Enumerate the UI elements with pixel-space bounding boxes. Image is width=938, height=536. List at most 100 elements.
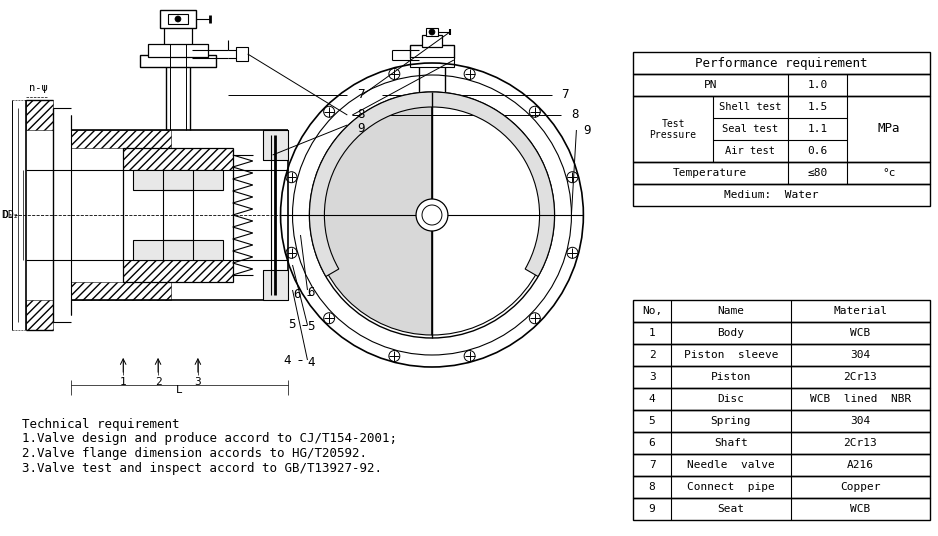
Bar (633, 74, 930, 96)
Bar (633, 52, 930, 74)
Bar (263, 270, 288, 300)
Bar (410, 45, 454, 58)
Text: Technical requirement: Technical requirement (22, 418, 179, 431)
Text: Seat: Seat (718, 504, 745, 514)
Bar (263, 270, 288, 300)
Bar (263, 130, 288, 160)
Text: Shaft: Shaft (714, 438, 748, 448)
Text: 6: 6 (293, 288, 300, 301)
Text: PN: PN (704, 80, 718, 90)
Wedge shape (432, 95, 552, 335)
Text: 6: 6 (649, 438, 656, 448)
Text: 8: 8 (357, 108, 365, 122)
Text: 2: 2 (649, 350, 656, 360)
Text: 7: 7 (562, 88, 569, 101)
Text: WCB: WCB (850, 504, 870, 514)
Bar (633, 476, 930, 498)
Text: 1: 1 (649, 328, 656, 338)
Text: 9: 9 (357, 122, 365, 135)
Bar (140, 55, 216, 67)
Text: No,: No, (642, 306, 662, 316)
Bar (71, 130, 171, 148)
Bar (25, 300, 53, 330)
Text: 5: 5 (288, 318, 295, 331)
Text: D: D (1, 210, 8, 220)
Text: Piston  sleeve: Piston sleeve (684, 350, 778, 360)
Bar (133, 240, 223, 260)
Text: Spring: Spring (711, 416, 751, 426)
Circle shape (175, 16, 181, 22)
Text: MPa: MPa (877, 123, 900, 136)
Circle shape (429, 29, 435, 35)
Text: °c: °c (882, 168, 896, 178)
Text: 2: 2 (155, 377, 161, 387)
Text: 7: 7 (357, 88, 365, 101)
Text: 1.Valve design and produce accord to CJ/T154-2001;: 1.Valve design and produce accord to CJ/… (22, 432, 397, 445)
Bar (123, 148, 233, 170)
Text: Needle  valve: Needle valve (687, 460, 775, 470)
Text: Copper: Copper (840, 482, 881, 492)
Bar (633, 498, 930, 520)
Text: 9: 9 (583, 123, 591, 137)
Text: WCB: WCB (850, 328, 870, 338)
Text: D₂: D₂ (8, 210, 20, 220)
Bar (148, 44, 208, 57)
Bar (633, 366, 930, 388)
Text: 4: 4 (308, 355, 315, 369)
Bar (633, 184, 930, 206)
Text: WCB  lined  NBR: WCB lined NBR (809, 394, 911, 404)
Text: 8: 8 (571, 108, 579, 122)
Text: Disc: Disc (718, 394, 745, 404)
Bar (168, 14, 188, 24)
Circle shape (416, 199, 448, 231)
Bar (160, 10, 196, 28)
Bar (133, 170, 223, 190)
Text: 304: 304 (850, 416, 870, 426)
Text: 4: 4 (283, 354, 291, 367)
Bar (633, 322, 930, 344)
Text: ≤80: ≤80 (808, 168, 827, 178)
Text: Temperature: Temperature (673, 168, 748, 178)
Bar (633, 300, 930, 322)
Text: Material: Material (833, 306, 887, 316)
Bar (426, 28, 438, 36)
Text: n-ψ: n-ψ (29, 83, 48, 93)
Bar (123, 260, 233, 282)
Text: 8: 8 (649, 482, 656, 492)
Bar (235, 47, 248, 61)
Text: Connect  pipe: Connect pipe (687, 482, 775, 492)
Text: 2Cr13: 2Cr13 (843, 438, 877, 448)
Bar (71, 282, 171, 300)
Bar (633, 162, 930, 184)
Bar (633, 410, 930, 432)
Text: 1.5: 1.5 (808, 102, 827, 112)
Text: D₁: D₁ (3, 210, 15, 220)
Bar (140, 55, 216, 67)
Wedge shape (310, 92, 554, 277)
Text: Air test: Air test (725, 146, 775, 156)
Bar (422, 35, 442, 47)
Bar (633, 96, 930, 162)
Bar (633, 432, 930, 454)
Text: 6: 6 (308, 286, 315, 299)
Text: 304: 304 (850, 350, 870, 360)
Text: 1.1: 1.1 (808, 124, 827, 134)
Text: 4: 4 (649, 394, 656, 404)
Text: Performance requirement: Performance requirement (695, 56, 868, 70)
Text: 1: 1 (120, 377, 127, 387)
Bar (263, 130, 288, 160)
Text: Shell test: Shell test (719, 102, 781, 112)
Text: 7: 7 (649, 460, 656, 470)
Text: Body: Body (718, 328, 745, 338)
Text: 2Cr13: 2Cr13 (843, 372, 877, 382)
Text: 1.0: 1.0 (808, 80, 827, 90)
Text: Pressure: Pressure (649, 130, 697, 140)
Bar (25, 100, 53, 130)
Bar (410, 57, 454, 67)
Text: Test: Test (661, 119, 685, 129)
Text: 3.Valve test and inspect accord to GB/T13927-92.: 3.Valve test and inspect accord to GB/T1… (22, 462, 382, 475)
Text: 2.Valve flange dimension accords to HG/T20592.: 2.Valve flange dimension accords to HG/T… (22, 447, 367, 460)
Text: 3: 3 (194, 377, 202, 387)
Wedge shape (312, 95, 432, 335)
Text: 3: 3 (649, 372, 656, 382)
